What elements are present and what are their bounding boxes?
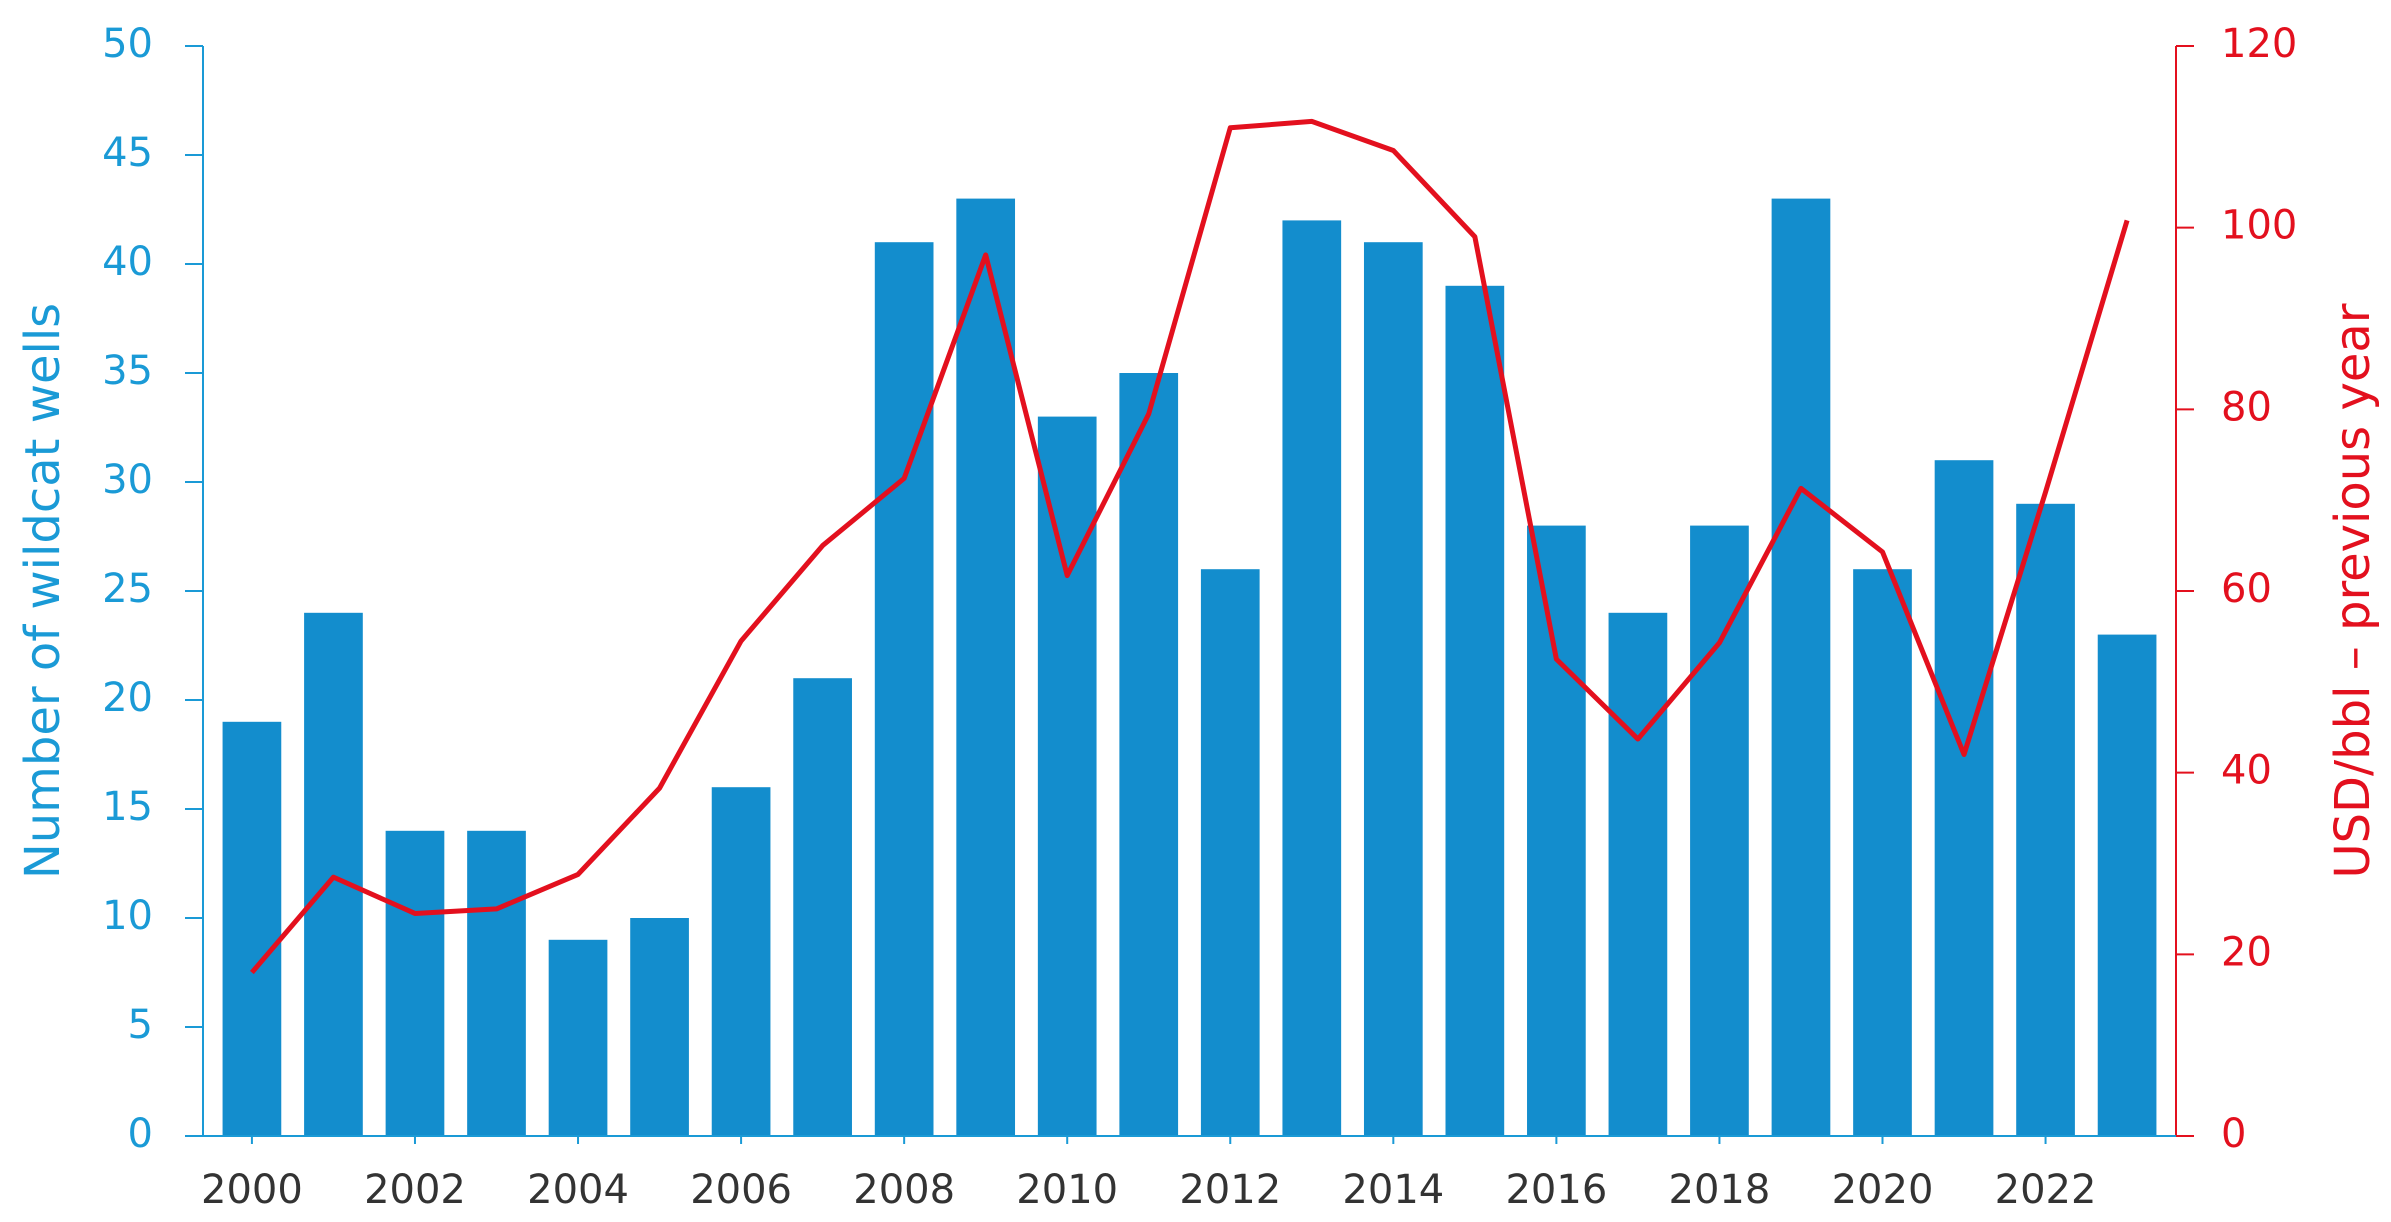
x-tick-label: 2000 [201, 1167, 303, 1213]
y2-tick-label: 80 [2221, 384, 2272, 430]
y-tick-label: 30 [102, 457, 153, 503]
x-tick-label: 2002 [364, 1167, 466, 1213]
bar [467, 830, 526, 1136]
bar [1037, 416, 1097, 1137]
line-series [250, 118, 2130, 975]
y-tick-label: 10 [102, 893, 153, 939]
bar [548, 939, 608, 1136]
bar [630, 918, 689, 1136]
bar [711, 787, 771, 1136]
y-tick-label: 25 [102, 566, 153, 612]
bar [793, 678, 852, 1136]
x-tick-label: 2004 [527, 1167, 629, 1213]
x-tick-label: 2014 [1342, 1167, 1444, 1213]
x-tick-label: 2012 [1179, 1167, 1281, 1213]
y-tick-label: 15 [102, 784, 153, 830]
x-tick-label: 2022 [1995, 1167, 2097, 1213]
bar [222, 721, 282, 1136]
bar [2097, 634, 2157, 1136]
y-tick-label: 20 [102, 675, 153, 721]
bar [1445, 285, 1505, 1136]
x-tick-label: 2006 [690, 1167, 792, 1213]
y-tick-label: 45 [102, 130, 153, 176]
bar [304, 612, 363, 1136]
bar [1771, 198, 1831, 1137]
y-tick-label: 0 [128, 1111, 153, 1157]
y2-axis-title: USD/bbl – previous year [2325, 303, 2381, 878]
bar [1527, 525, 1586, 1136]
y2-tick-label: 120 [2221, 21, 2297, 67]
bar [2016, 503, 2075, 1136]
y2-tick-label: 40 [2221, 748, 2272, 794]
bar [1608, 612, 1668, 1136]
x-tick-label: 2008 [853, 1167, 955, 1213]
x-tick-label: 2016 [1505, 1167, 1607, 1213]
y-tick-label: 40 [102, 239, 153, 285]
y-axis-title: Number of wildcat wells [15, 303, 71, 879]
y2-tick-label: 60 [2221, 566, 2272, 612]
bar [1690, 525, 1749, 1136]
bar [956, 198, 1016, 1137]
y-tick-label: 5 [128, 1002, 153, 1048]
bar [1282, 220, 1342, 1136]
y-tick-label: 35 [102, 348, 153, 394]
bar [385, 830, 445, 1136]
bar [1934, 460, 1994, 1136]
x-tick-label: 2018 [1669, 1167, 1771, 1213]
y2-tick-label: 100 [2221, 203, 2297, 249]
bar [1853, 569, 1912, 1136]
y2-tick-label: 0 [2221, 1111, 2246, 1157]
y2-tick-label: 20 [2221, 929, 2272, 975]
bar [1200, 569, 1260, 1136]
bar [874, 242, 934, 1136]
y-tick-label: 50 [102, 21, 153, 67]
bar [1119, 373, 1179, 1136]
bar [1363, 242, 1423, 1136]
x-tick-label: 2010 [1016, 1167, 1118, 1213]
x-tick-label: 2020 [1832, 1167, 1934, 1213]
